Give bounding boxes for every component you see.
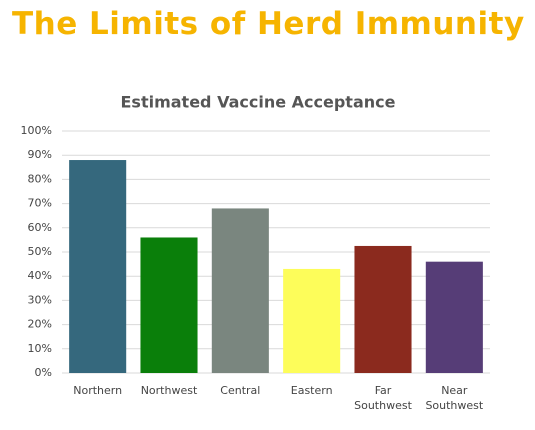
bar [69,160,127,373]
page-title: The Limits of Herd Immunity [12,6,525,42]
y-tick-label: 50% [28,245,52,258]
y-tick-label: 100% [21,124,52,137]
y-tick-label: 30% [28,293,52,306]
x-tick-label: Eastern [290,384,333,397]
y-tick-label: 40% [28,269,52,282]
bar [354,245,412,373]
x-tick-label: Northern [73,384,123,397]
x-tick-label: Far Southwest [354,384,412,412]
y-tick-label: 80% [28,172,52,185]
bar [283,268,341,373]
chart-title: Estimated Vaccine Acceptance [121,93,396,112]
bar [211,208,269,373]
bar [140,237,198,373]
y-tick-label: 90% [28,148,52,161]
x-tick-label: Central [220,384,261,397]
bar [425,261,483,373]
y-tick-label: 60% [28,221,52,234]
x-tick-label: Northwest [140,384,198,397]
x-tick-label: Near Southwest [425,384,484,412]
y-tick-label: 70% [28,197,52,210]
y-tick-label: 0% [35,366,52,379]
y-tick-label: 20% [28,318,52,331]
y-tick-label: 10% [28,342,52,355]
